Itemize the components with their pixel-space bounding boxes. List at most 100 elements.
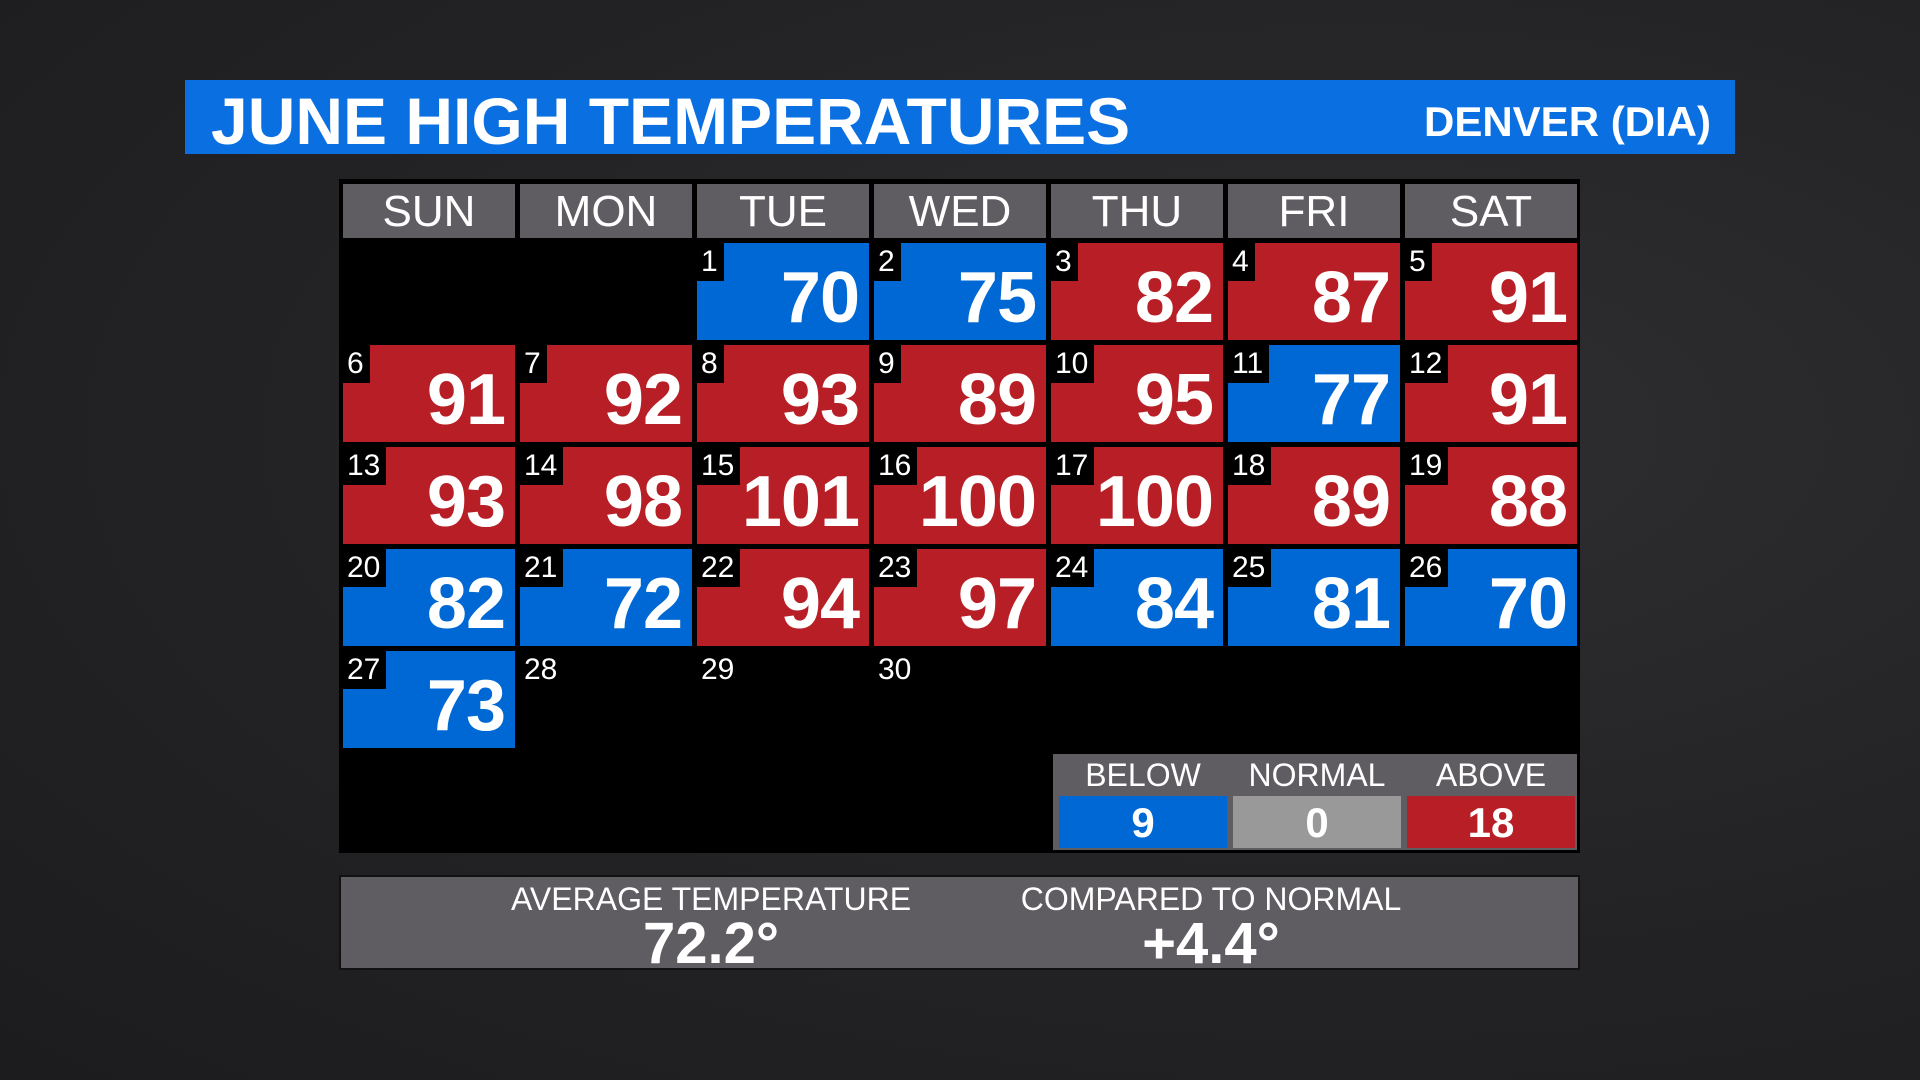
day-number: 13 [343,447,387,485]
average-value: 72.2° [642,911,780,976]
high-temperature: 82 [426,564,506,644]
day-cell: 25 81 [1228,549,1400,646]
high-temperature: 81 [1311,564,1391,644]
high-temperature: 89 [957,360,1037,440]
day-number: 9 [874,345,901,383]
high-temperature: 75 [957,258,1037,338]
legend-label: BELOW [1085,757,1201,793]
day-number: 28 [524,653,558,686]
title-bar: JUNE HIGH TEMPERATURES DENVER (DIA) [185,80,1735,154]
day-cell: 26 70 [1405,549,1577,646]
high-temperature: 88 [1488,462,1568,542]
high-temperature: 82 [1134,258,1214,338]
summary-bar: AVERAGE TEMPERATURE 72.2° COMPARED TO NO… [339,875,1580,976]
day-number: 10 [1051,345,1095,383]
legend-label: ABOVE [1435,757,1547,793]
day-number: 21 [520,549,564,587]
day-number: 6 [343,345,370,383]
day-cell: 21 72 [520,549,692,646]
day-number: 23 [874,549,918,587]
day-number: 16 [874,447,918,485]
weekday-header-mon: MON [520,184,692,238]
high-temperature: 70 [1488,564,1568,644]
high-temperature: 91 [1488,360,1568,440]
day-cell: 14 98 [520,447,692,544]
day-cell: 10 95 [1051,345,1223,442]
legend-above: ABOVE 18 [1405,754,1577,850]
legend-count: 0 [1233,796,1401,848]
weekday-header-wed: WED [874,184,1046,238]
day-number: 2 [874,243,901,281]
calendar-grid: SUN MON TUE WED THU FRI SAT 1 70 2 75 3 82 4 87 5 91 6 91 7… [339,179,1580,853]
high-temperature: 92 [603,360,683,440]
day-cell: 8 93 [697,345,869,442]
day-cell: 28 [520,651,692,748]
day-cell: 3 82 [1051,243,1223,340]
average-label: AVERAGE TEMPERATURE [510,881,912,917]
day-number: 19 [1405,447,1449,485]
day-cell: 23 97 [874,549,1046,646]
day-number: 1 [697,243,724,281]
day-number: 12 [1405,345,1449,383]
day-number: 8 [697,345,724,383]
day-number: 3 [1051,243,1078,281]
legend-count: 18 [1407,796,1575,848]
legend-label: NORMAL [1248,757,1386,793]
high-temperature: 72 [603,564,683,644]
legend-count: 9 [1059,796,1227,848]
day-number: 18 [1228,447,1272,485]
day-number: 30 [878,653,912,686]
day-cell: 2 75 [874,243,1046,340]
day-number: 15 [697,447,741,485]
weekday-header-thu: THU [1051,184,1223,238]
day-number: 14 [520,447,564,485]
day-cell: 29 [697,651,869,748]
high-temperature: 91 [426,360,506,440]
day-cell: 30 [874,651,1046,748]
high-temperature: 89 [1311,462,1391,542]
compared-value: +4.4° [1142,911,1280,976]
day-cell: 12 91 [1405,345,1577,442]
high-temperature: 91 [1488,258,1568,338]
page-title: JUNE HIGH TEMPERATURES [211,84,1131,158]
day-cell: 6 91 [343,345,515,442]
high-temperature: 100 [1095,462,1214,542]
high-temperature: 101 [741,462,860,542]
day-cell: 11 77 [1228,345,1400,442]
high-temperature: 93 [780,360,860,440]
compared-to-normal: COMPARED TO NORMAL +4.4° [981,877,1441,976]
count-legend: BELOW 9 NORMAL 0 ABOVE 18 [1053,754,1577,850]
average-temperature: AVERAGE TEMPERATURE 72.2° [481,877,941,976]
day-number: 22 [697,549,741,587]
high-temperature: 94 [780,564,860,644]
day-cell: 16 100 [874,447,1046,544]
day-cell: 20 82 [343,549,515,646]
high-temperature: 73 [426,666,506,746]
weekday-header-tue: TUE [697,184,869,238]
high-temperature: 77 [1311,360,1391,440]
day-cell: 7 92 [520,345,692,442]
compared-label: COMPARED TO NORMAL [1020,881,1402,917]
high-temperature: 70 [780,258,860,338]
day-number: 26 [1405,549,1449,587]
day-cell: 18 89 [1228,447,1400,544]
high-temperature: 98 [603,462,683,542]
day-number: 4 [1228,243,1255,281]
high-temperature: 100 [918,462,1037,542]
day-number: 17 [1051,447,1095,485]
high-temperature: 87 [1311,258,1391,338]
day-cell: 22 94 [697,549,869,646]
weekday-header-sun: SUN [343,184,515,238]
day-cell: 1 70 [697,243,869,340]
day-cell: 17 100 [1051,447,1223,544]
day-cell: 27 73 [343,651,515,748]
day-cell: 13 93 [343,447,515,544]
legend-below: BELOW 9 [1057,754,1229,850]
weekday-header-fri: FRI [1228,184,1400,238]
day-cell: 19 88 [1405,447,1577,544]
day-cell: 9 89 [874,345,1046,442]
day-number: 20 [343,549,387,587]
day-number: 25 [1228,549,1272,587]
day-number: 27 [343,651,387,689]
day-number: 11 [1228,345,1270,383]
